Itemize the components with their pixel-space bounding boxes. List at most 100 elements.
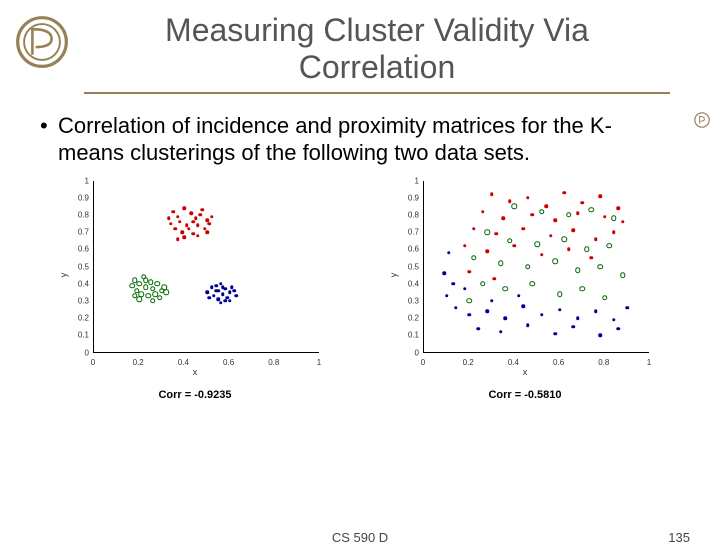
footer-page: 135 — [668, 530, 690, 545]
data-point — [557, 291, 563, 297]
data-point — [558, 308, 562, 312]
data-point — [180, 230, 184, 234]
data-point — [221, 285, 225, 289]
y-tick: 0.9 — [395, 193, 419, 202]
data-point — [452, 282, 456, 286]
y-tick: 0.8 — [395, 210, 419, 219]
data-point — [553, 218, 557, 222]
y-tick: 0 — [395, 348, 419, 357]
purdue-logo-small — [692, 110, 712, 130]
data-point — [217, 289, 221, 293]
x-tick: 0.2 — [463, 358, 474, 367]
data-point — [513, 244, 517, 248]
bullet: •Correlation of incidence and proximity … — [0, 94, 720, 167]
data-point — [612, 318, 616, 322]
purdue-logo — [10, 10, 74, 74]
data-point — [553, 332, 557, 336]
x-tick: 0.2 — [133, 358, 144, 367]
data-point — [612, 230, 616, 234]
y-tick: 0.6 — [395, 245, 419, 254]
data-point — [584, 247, 590, 253]
data-point — [617, 206, 621, 210]
y-tick: 0.3 — [395, 296, 419, 305]
data-point — [476, 327, 480, 331]
data-point — [136, 281, 142, 287]
y-tick: 0.1 — [395, 331, 419, 340]
data-point — [594, 310, 598, 314]
data-point — [187, 227, 191, 231]
data-point — [526, 196, 530, 200]
x-tick: 0 — [421, 358, 425, 367]
y-tick: 0.3 — [65, 296, 89, 305]
data-point — [579, 286, 585, 292]
left-caption: Corr = -0.9235 — [45, 389, 345, 401]
data-point — [576, 316, 580, 320]
data-point — [201, 208, 205, 212]
data-point — [192, 220, 196, 224]
data-point — [571, 325, 575, 329]
data-point — [540, 253, 544, 257]
data-point — [522, 304, 526, 308]
data-point — [594, 237, 598, 241]
data-point — [219, 301, 223, 305]
data-point — [164, 290, 170, 296]
x-tick: 1 — [317, 358, 321, 367]
right-scatter: y x 00.10.20.30.40.50.60.70.80.9100.20.4… — [395, 175, 655, 375]
data-point — [132, 293, 138, 299]
y-tick: 0.7 — [395, 228, 419, 237]
x-tick: 0.4 — [508, 358, 519, 367]
data-point — [454, 306, 458, 310]
data-point — [467, 313, 471, 317]
data-point — [210, 215, 214, 219]
x-tick: 0.6 — [553, 358, 564, 367]
data-point — [467, 270, 471, 274]
x-tick: 0.4 — [178, 358, 189, 367]
data-point — [589, 256, 593, 260]
x-tick: 0.8 — [268, 358, 279, 367]
data-point — [611, 216, 617, 222]
y-tick: 0.6 — [65, 245, 89, 254]
data-point — [178, 220, 182, 224]
data-point — [130, 283, 136, 289]
data-point — [472, 227, 476, 231]
y-tick: 0.5 — [65, 262, 89, 271]
data-point — [466, 298, 472, 304]
data-point — [607, 243, 613, 249]
data-point — [192, 232, 196, 236]
data-point — [205, 230, 209, 234]
bullet-text: Correlation of incidence and proximity m… — [58, 112, 648, 167]
data-point — [210, 285, 214, 289]
data-point — [499, 330, 503, 334]
right-caption: Corr = -0.5810 — [375, 389, 675, 401]
data-point — [599, 194, 603, 198]
y-tick: 0.7 — [65, 228, 89, 237]
data-point — [463, 244, 467, 248]
data-point — [562, 191, 566, 195]
data-point — [169, 222, 173, 226]
data-point — [566, 212, 572, 218]
data-point — [540, 313, 544, 317]
x-tick: 0.8 — [598, 358, 609, 367]
data-point — [150, 298, 156, 304]
data-point — [443, 272, 447, 276]
data-point — [176, 237, 180, 241]
data-point — [517, 294, 521, 298]
data-point — [143, 278, 149, 284]
data-point — [549, 234, 553, 238]
data-point — [522, 227, 526, 231]
data-point — [214, 284, 218, 288]
data-point — [235, 294, 239, 298]
y-axis-label: y — [58, 272, 68, 277]
right-chart-wrap: y x 00.10.20.30.40.50.60.70.80.9100.20.4… — [375, 175, 675, 401]
data-point — [445, 294, 449, 298]
data-point — [620, 272, 626, 278]
left-chart-wrap: y x 00.10.20.30.40.50.60.70.80.9100.20.4… — [45, 175, 345, 401]
data-point — [626, 306, 630, 310]
data-point — [208, 222, 212, 226]
y-axis-label: y — [388, 272, 398, 277]
y-tick: 0.8 — [65, 210, 89, 219]
data-point — [143, 284, 149, 290]
x-tick: 1 — [647, 358, 651, 367]
data-point — [501, 217, 505, 221]
data-point — [221, 292, 225, 296]
